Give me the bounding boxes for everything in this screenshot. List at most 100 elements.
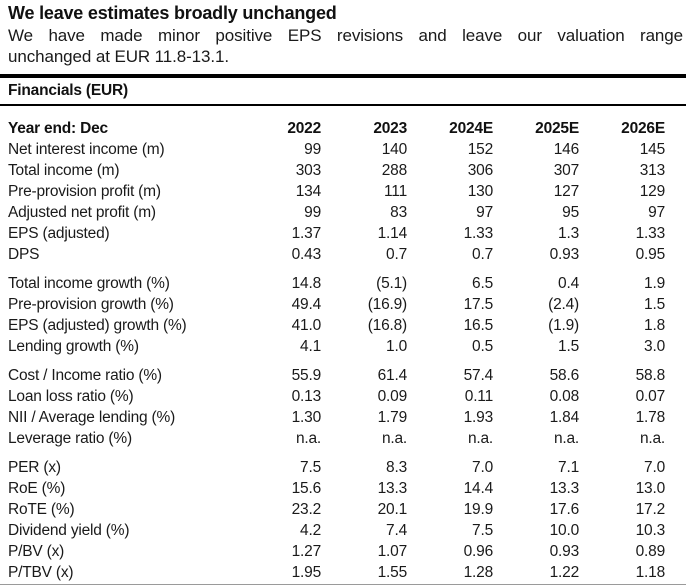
cell-value: 13.3 (549, 480, 580, 497)
cell-value: 1.79 (377, 409, 408, 426)
cell-value: 1.95 (291, 564, 322, 581)
header-year: 2023 (373, 120, 407, 137)
cell-value: 0.93 (549, 543, 580, 560)
cell-value: 1.27 (291, 543, 322, 560)
section-rule-top (0, 74, 686, 78)
table-row: Cost / Income ratio (%) 55.9 61.4 57.4 58.6 5… (8, 365, 665, 386)
table-header-row: Year end: Dec 2022 2023 2024E 2025E 2026… (8, 118, 665, 139)
table-row: Pre-provision profit (m) 134 111 130 127 129 (8, 181, 665, 202)
cell-value: (16.9) (367, 296, 407, 313)
cell-value: 0.89 (635, 543, 666, 560)
cell-value: 4.2 (300, 522, 321, 539)
row-label: EPS (adjusted) (8, 225, 110, 242)
cell-value: 3.0 (644, 338, 665, 355)
row-label: Dividend yield (%) (8, 522, 130, 539)
subtitle-line-1: We have made minor positive EPS revision… (8, 26, 683, 45)
cell-value: 1.18 (635, 564, 666, 581)
cell-value: n.a. (295, 430, 321, 447)
cell-value: 1.22 (549, 564, 580, 581)
cell-value: 99 (304, 141, 321, 158)
cell-value: 0.5 (472, 338, 493, 355)
cell-value: 19.9 (463, 501, 494, 518)
cell-value: 97 (476, 204, 493, 221)
cell-value: 13.3 (377, 480, 408, 497)
cell-value: 14.4 (463, 480, 494, 497)
cell-value: 95 (562, 204, 579, 221)
cell-value: 145 (639, 141, 665, 158)
row-label: DPS (8, 246, 40, 263)
row-label: Total income (m) (8, 162, 120, 179)
row-label: Lending growth (%) (8, 338, 139, 355)
cell-value: 1.78 (635, 409, 666, 426)
cell-value: 17.5 (463, 296, 494, 313)
header-year: 2025E (535, 120, 579, 137)
table-row: P/BV (x) 1.27 1.07 0.96 0.93 0.89 (8, 541, 665, 562)
table-row: EPS (adjusted) growth (%) 41.0 (16.8) 16.5 (… (8, 315, 665, 336)
cell-value: 1.33 (463, 225, 494, 242)
cell-value: 15.6 (291, 480, 322, 497)
group-spacer (8, 265, 665, 273)
row-label: P/BV (x) (8, 543, 65, 560)
table-row: EPS (adjusted) 1.37 1.14 1.33 1.3 1.33 (8, 223, 665, 244)
cell-value: (2.4) (548, 296, 579, 313)
cell-value: 97 (648, 204, 665, 221)
cell-value: 0.11 (464, 388, 493, 405)
table-row: Lending growth (%) 4.1 1.0 0.5 1.5 3.0 (8, 336, 665, 357)
row-label: Loan loss ratio (%) (8, 388, 134, 405)
group-spacer (8, 449, 665, 457)
cell-value: n.a. (553, 430, 579, 447)
table-row: Total income (m) 303 288 306 307 313 (8, 160, 665, 181)
cell-value: 0.7 (472, 246, 493, 263)
cell-value: 6.5 (472, 275, 493, 292)
cell-value: 0.13 (291, 388, 322, 405)
cell-value: 0.93 (549, 246, 580, 263)
header-year: 2022 (287, 120, 321, 137)
cell-value: 0.08 (549, 388, 580, 405)
cell-value: 10.0 (549, 522, 580, 539)
cell-value: 307 (553, 162, 579, 179)
cell-value: 111 (384, 183, 407, 200)
cell-value: 140 (381, 141, 407, 158)
cell-value: 16.5 (463, 317, 494, 334)
cell-value: 7.4 (386, 522, 407, 539)
header-year: 2024E (449, 120, 493, 137)
row-label: NII / Average lending (%) (8, 409, 176, 426)
cell-value: 288 (381, 162, 407, 179)
cell-value: 17.2 (635, 501, 666, 518)
cell-value: 99 (304, 204, 321, 221)
cell-value: 1.93 (463, 409, 494, 426)
cell-value: 7.5 (300, 459, 321, 476)
cell-value: 1.9 (644, 275, 665, 292)
cell-value: (1.9) (548, 317, 579, 334)
cell-value: 313 (639, 162, 665, 179)
cell-value: 17.6 (549, 501, 580, 518)
cell-value: 1.37 (291, 225, 322, 242)
cell-value: 152 (467, 141, 493, 158)
cell-value: 58.8 (635, 367, 666, 384)
row-label: Cost / Income ratio (%) (8, 367, 162, 384)
cell-value: 1.30 (291, 409, 322, 426)
cell-value: 55.9 (291, 367, 322, 384)
cell-value: 0.7 (386, 246, 407, 263)
section-title: Financials (EUR) (8, 82, 128, 99)
cell-value: 303 (295, 162, 321, 179)
page-title: We leave estimates broadly unchanged (8, 3, 337, 23)
cell-value: 57.4 (463, 367, 494, 384)
cell-value: 1.28 (463, 564, 494, 581)
cell-value: 41.0 (291, 317, 322, 334)
cell-value: n.a. (381, 430, 407, 447)
cell-value: 23.2 (291, 501, 322, 518)
cell-value: 7.0 (644, 459, 665, 476)
table-row: DPS 0.43 0.7 0.7 0.93 0.95 (8, 244, 665, 265)
cell-value: 1.0 (386, 338, 407, 355)
cell-value: 306 (467, 162, 493, 179)
cell-value: 0.09 (377, 388, 408, 405)
cell-value: 20.1 (377, 501, 408, 518)
row-label: P/TBV (x) (8, 564, 74, 581)
row-label: Leverage ratio (%) (8, 430, 132, 447)
page-subtitle: We have made minor positive EPS revision… (0, 24, 686, 67)
cell-value: 49.4 (291, 296, 322, 313)
cell-value: 0.96 (463, 543, 494, 560)
cell-value: 1.8 (644, 317, 665, 334)
